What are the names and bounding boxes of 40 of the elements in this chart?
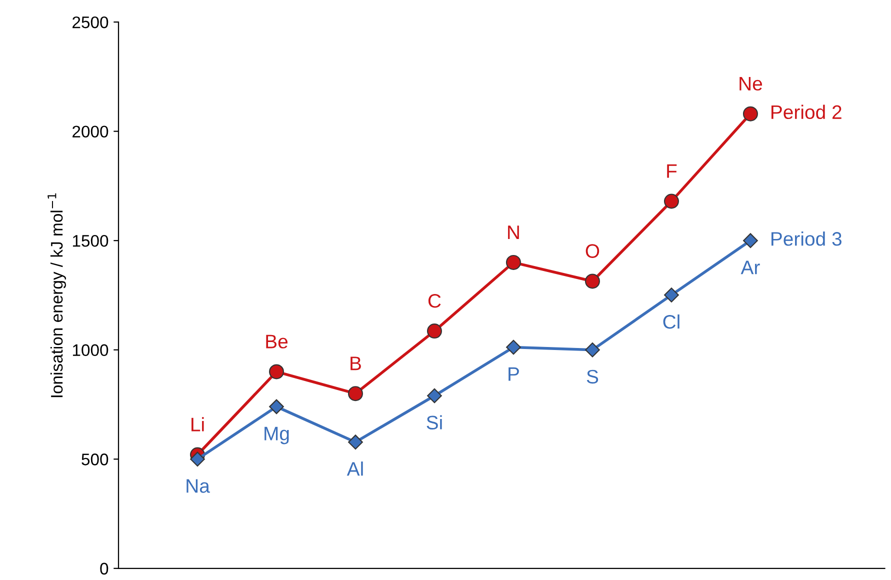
point (742, 106, 758, 122)
point (427, 388, 442, 404)
data-label: Cl (663, 314, 680, 329)
y-tick-label: 500 (82, 454, 108, 466)
y-tick-label: 2500 (72, 16, 108, 28)
data-label: N (508, 226, 519, 239)
data-label: Mg (264, 426, 289, 444)
point (426, 324, 442, 339)
point (664, 288, 679, 302)
series-label: Period 2 (772, 104, 842, 120)
point (743, 233, 758, 248)
y-tick-label: 1500 (72, 234, 108, 247)
point (348, 386, 363, 402)
point (585, 342, 600, 358)
data-label: Ne (740, 76, 762, 91)
point (506, 340, 521, 355)
data-label: Na (186, 479, 210, 493)
data-label: Ar (740, 260, 760, 274)
point (348, 434, 363, 450)
data-label: B (350, 356, 361, 370)
point (664, 194, 679, 209)
data-label: O (586, 244, 600, 258)
point (584, 274, 600, 289)
data-label: P (508, 367, 519, 381)
y-tick-label: 2000 (72, 126, 108, 138)
y-tick-label: 0 (100, 562, 108, 575)
point (269, 399, 284, 414)
series-label: Period 3 (772, 232, 842, 246)
point (268, 364, 284, 380)
data-label: S (586, 370, 598, 384)
data-label: Li (192, 417, 204, 432)
data-label: Be (266, 334, 288, 348)
y-axis-title: Ionisation energy / kJ mol$^{−1}$ (48, 193, 66, 398)
data-label: Al (346, 462, 363, 476)
y-tick-label: 1000 (72, 344, 108, 356)
data-label: C (428, 294, 441, 308)
point (506, 254, 521, 270)
data-label: Si (426, 415, 442, 430)
point (190, 452, 205, 467)
data-label: F (667, 164, 677, 178)
